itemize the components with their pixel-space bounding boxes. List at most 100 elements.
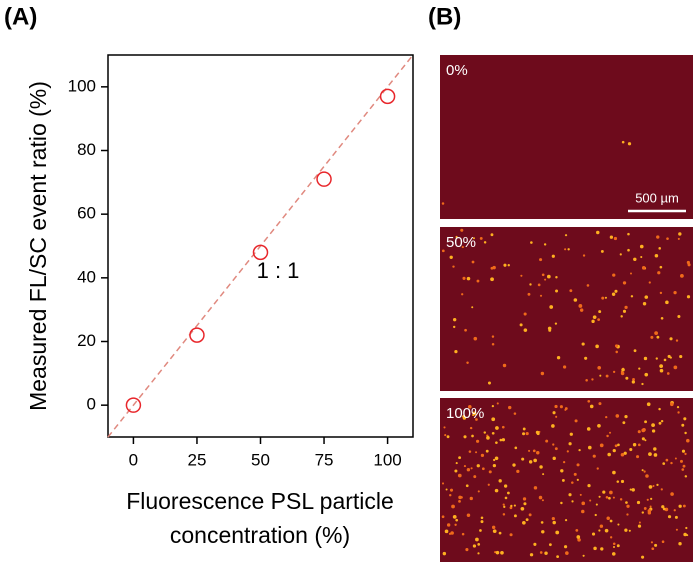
particle xyxy=(471,434,474,438)
particle xyxy=(468,404,472,409)
particle xyxy=(444,434,447,437)
particle xyxy=(598,402,602,406)
particle xyxy=(555,275,558,279)
particle xyxy=(612,545,616,549)
particle xyxy=(593,546,597,551)
particle xyxy=(491,404,495,408)
particle xyxy=(552,443,555,446)
particle xyxy=(500,550,504,555)
particle xyxy=(683,533,686,536)
particle xyxy=(654,543,658,547)
particle xyxy=(530,241,533,244)
particle xyxy=(673,291,677,295)
particle xyxy=(625,376,629,380)
particle xyxy=(466,513,471,517)
particle xyxy=(626,513,629,516)
particle xyxy=(452,317,457,322)
particle xyxy=(442,551,447,556)
particle xyxy=(522,520,526,525)
particle xyxy=(480,520,484,524)
particle xyxy=(573,298,578,302)
particle xyxy=(443,426,446,429)
particle xyxy=(683,417,687,421)
particle xyxy=(650,335,654,339)
particle xyxy=(513,514,517,518)
particle xyxy=(627,142,632,146)
particle xyxy=(586,284,590,287)
particle xyxy=(611,552,616,556)
particle xyxy=(470,467,473,470)
particle xyxy=(686,295,691,299)
y-axis-label: Measured FL/SC event ratio (%) xyxy=(25,81,51,411)
particle xyxy=(582,554,585,557)
particle xyxy=(646,498,649,501)
particle xyxy=(633,349,637,353)
particle xyxy=(597,423,601,428)
particle xyxy=(616,544,620,548)
particle xyxy=(496,402,499,405)
particle xyxy=(614,289,618,293)
particle xyxy=(495,426,499,430)
particle xyxy=(607,452,611,457)
particle xyxy=(658,421,662,425)
particle xyxy=(638,521,641,524)
particle xyxy=(455,518,459,522)
particle xyxy=(533,486,538,490)
particle xyxy=(621,140,625,144)
particle xyxy=(452,265,455,268)
particle xyxy=(624,305,628,309)
particle xyxy=(457,473,462,478)
particle xyxy=(492,464,497,468)
particle xyxy=(649,505,652,508)
particle xyxy=(580,308,584,312)
particle xyxy=(682,464,686,468)
particle xyxy=(629,447,633,452)
particle xyxy=(509,533,513,537)
particle xyxy=(597,365,602,370)
particle xyxy=(605,495,609,499)
particle xyxy=(679,459,683,463)
y-tick-label: 80 xyxy=(77,140,96,159)
particle xyxy=(626,504,630,508)
particle xyxy=(627,248,630,252)
particle xyxy=(502,503,505,506)
particle xyxy=(564,248,567,251)
particle xyxy=(674,515,678,519)
particle xyxy=(615,414,620,418)
particle xyxy=(584,356,588,360)
particle xyxy=(609,431,612,434)
x-tick-label: 0 xyxy=(129,450,138,469)
particle xyxy=(665,300,669,305)
particle xyxy=(471,306,474,309)
particle xyxy=(661,540,665,544)
particle xyxy=(551,424,555,428)
particle xyxy=(469,426,473,430)
particle xyxy=(565,551,569,555)
particle xyxy=(494,488,499,493)
particle xyxy=(666,372,670,375)
particle xyxy=(612,542,616,545)
particle xyxy=(523,502,527,506)
particle xyxy=(502,363,507,368)
particle xyxy=(564,408,567,411)
particle xyxy=(686,438,690,443)
particle xyxy=(625,501,628,504)
particle xyxy=(491,525,496,530)
particle xyxy=(678,232,682,236)
particle xyxy=(473,475,477,479)
particle xyxy=(650,541,654,544)
particle xyxy=(444,529,449,534)
particle xyxy=(491,431,495,435)
particle xyxy=(637,524,642,528)
particle xyxy=(591,532,596,536)
particle xyxy=(483,241,487,244)
particle xyxy=(655,357,658,360)
particle xyxy=(613,236,618,241)
micrograph-label: 0% xyxy=(446,62,468,79)
particle xyxy=(684,431,687,435)
micrograph: 0% xyxy=(440,55,693,219)
particle xyxy=(556,356,561,360)
particle xyxy=(660,419,664,423)
particle xyxy=(454,469,458,473)
particle xyxy=(532,449,536,453)
